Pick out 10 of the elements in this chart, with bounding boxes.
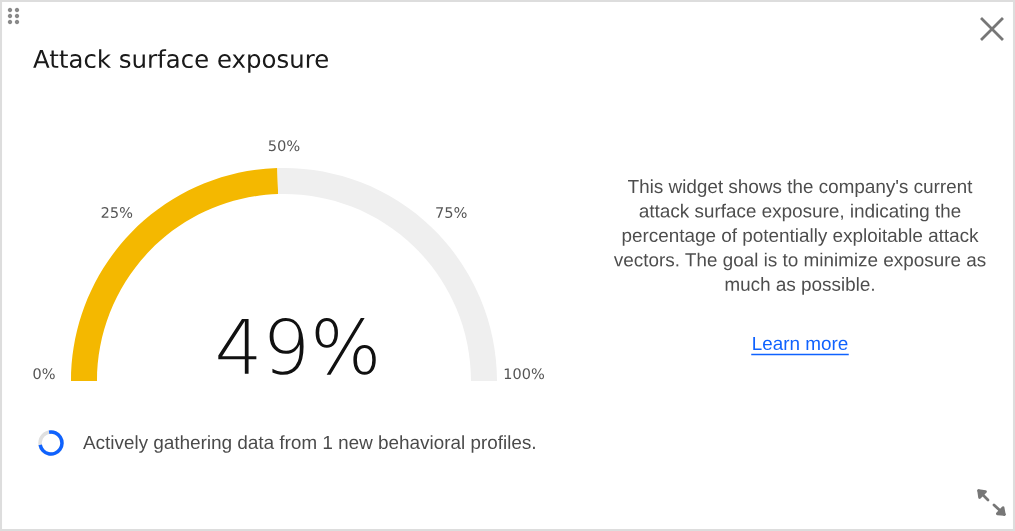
text: Actively gathering data from 1 new behavioral profiles. [83, 435, 535, 453]
text: 49% [218, 318, 376, 375]
text: 100% [504, 368, 545, 380]
text: 50% [268, 140, 300, 152]
text: 75% [436, 206, 467, 219]
text: This widget shows the company's current attack surface exposure, indicating the percentage of potentially exploitable attack vectors. The goal is to minimize exposure as much as possible. [613, 179, 986, 295]
text: 0% [33, 368, 55, 380]
text: Learn more [753, 336, 848, 351]
chart-title: Attack surface exposure [33, 49, 328, 73]
text: 25% [101, 206, 133, 219]
